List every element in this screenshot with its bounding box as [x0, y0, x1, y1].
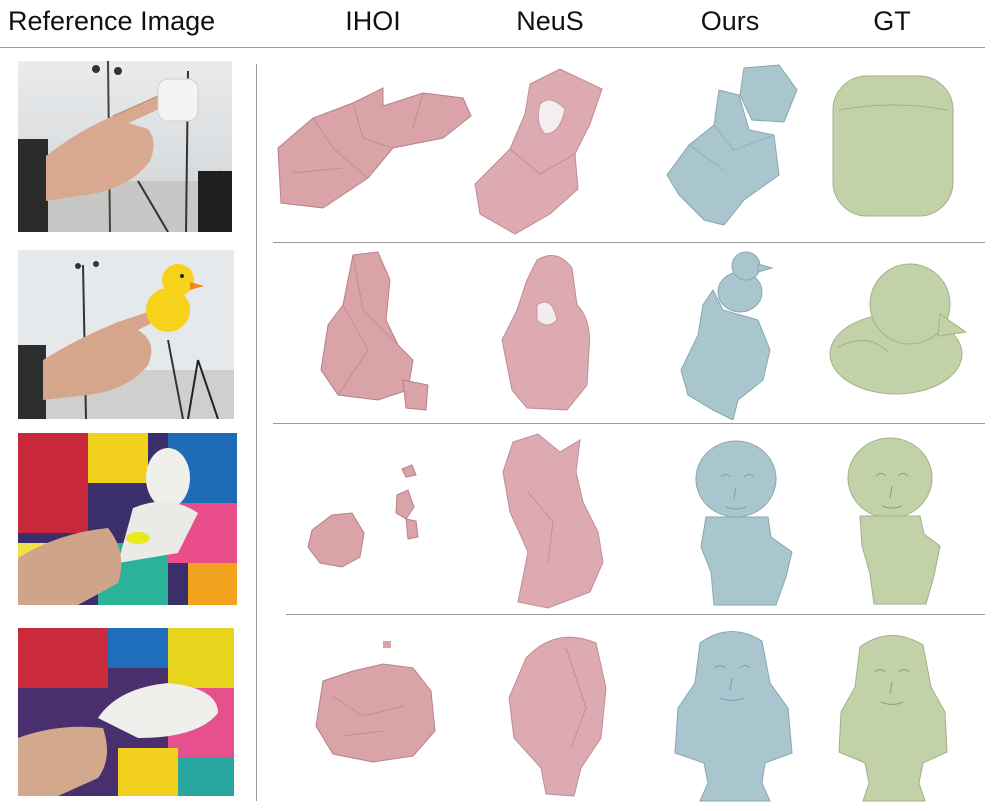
column-header-neus: NeuS: [516, 6, 584, 36]
ours-reconstruction-row2: [678, 250, 778, 420]
neus-reconstruction-row4: [506, 628, 608, 798]
gt-shape-row1: [829, 68, 957, 220]
neus-reconstruction-row3: [498, 432, 608, 610]
row-divider-1: [273, 242, 985, 243]
row-divider-3: [286, 614, 985, 615]
reference-photo-rubber-duck: [18, 250, 234, 419]
reference-photo-airpods-case: [18, 61, 232, 232]
ours-reconstruction-row3: [676, 437, 794, 607]
reference-photo-moliere-bust: [18, 628, 234, 796]
column-header-reference-image: Reference Image: [8, 6, 216, 36]
ihoi-reconstruction-row3: [302, 455, 430, 570]
column-header-ours: Ours: [700, 6, 760, 36]
neus-reconstruction-row2: [497, 250, 597, 416]
column-header-gt: GT: [873, 6, 911, 36]
vertical-divider: [256, 64, 257, 801]
ihoi-reconstruction-row4: [313, 636, 439, 766]
gt-shape-row4: [835, 627, 949, 803]
gt-shape-row2: [828, 262, 968, 398]
neus-reconstruction-row1: [470, 64, 610, 236]
row-divider-2: [273, 423, 985, 424]
reference-photo-david-bust: [18, 433, 237, 605]
header-rule: [0, 47, 985, 48]
ours-reconstruction-row1: [664, 60, 804, 230]
ihoi-reconstruction-row2: [318, 250, 438, 416]
column-header-ihoi: IHOI: [345, 6, 401, 36]
ihoi-reconstruction-row1: [273, 78, 473, 214]
ours-reconstruction-row4: [670, 623, 796, 803]
gt-shape-row3: [838, 436, 942, 606]
